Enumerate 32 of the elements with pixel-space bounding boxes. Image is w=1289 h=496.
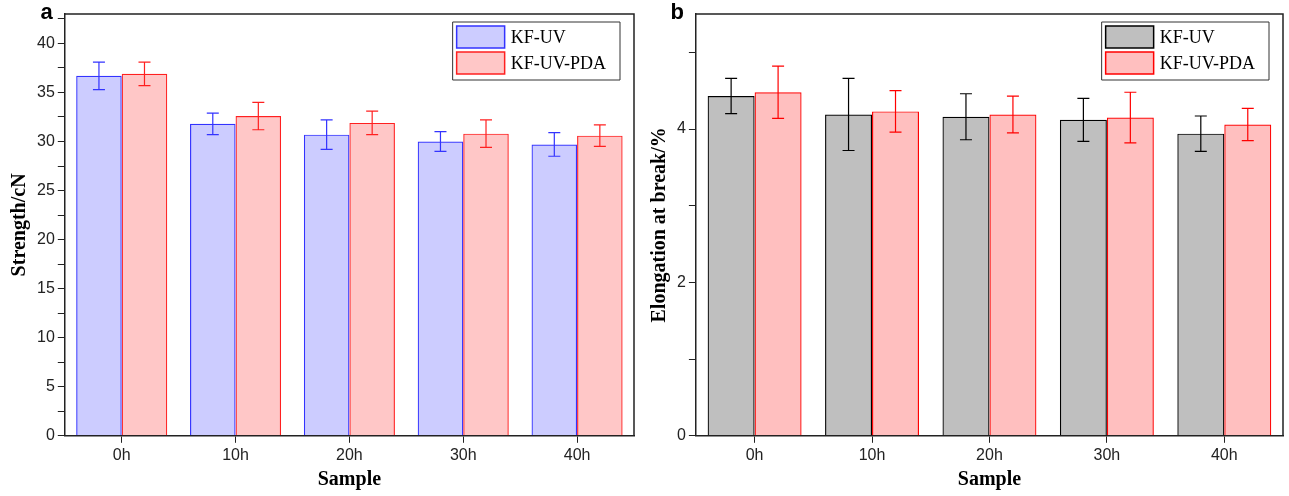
x-tick-label: 10h bbox=[858, 445, 886, 463]
y-tick-label: 25 bbox=[37, 180, 55, 198]
y-tick-label: 0 bbox=[676, 426, 686, 444]
y-axis-title: Elongation at break/% bbox=[647, 127, 671, 323]
y-tick-label: 15 bbox=[37, 279, 55, 297]
x-tick-label: 0h bbox=[112, 445, 131, 463]
legend-label: KF-UV-PDA bbox=[510, 52, 607, 73]
legend-label: KF-UV bbox=[1159, 26, 1215, 47]
legend-label: KF-UV-PDA bbox=[1159, 52, 1256, 73]
y-tick-label: 20 bbox=[37, 230, 55, 248]
x-tick-label: 30h bbox=[1093, 445, 1121, 463]
x-tick-label: 10h bbox=[222, 445, 249, 463]
y-tick-label: 30 bbox=[37, 131, 55, 149]
y-tick-label: 10 bbox=[37, 328, 55, 346]
legend-label: KF-UV bbox=[510, 26, 566, 47]
x-tick-label: 0h bbox=[745, 445, 764, 463]
x-tick-label: 30h bbox=[449, 445, 477, 463]
x-axis-title: Sample bbox=[957, 467, 1022, 491]
x-tick-label: 40h bbox=[1210, 445, 1238, 463]
x-tick-label: 20h bbox=[976, 445, 1003, 463]
chart-title: b bbox=[670, 0, 684, 25]
y-tick-label: 35 bbox=[37, 82, 55, 100]
y-tick-label: 40 bbox=[37, 33, 55, 51]
y-tick-label: 2 bbox=[676, 272, 686, 290]
y-tick-label: 4 bbox=[676, 119, 686, 137]
y-axis-title: Strength/cN bbox=[7, 172, 31, 277]
x-tick-label: 40h bbox=[563, 445, 591, 463]
x-axis-title: Sample bbox=[317, 467, 382, 491]
chart-title: a bbox=[40, 0, 54, 25]
x-tick-label: 20h bbox=[336, 445, 363, 463]
y-tick-label: 5 bbox=[45, 377, 55, 395]
y-tick-label: 0 bbox=[45, 426, 55, 444]
